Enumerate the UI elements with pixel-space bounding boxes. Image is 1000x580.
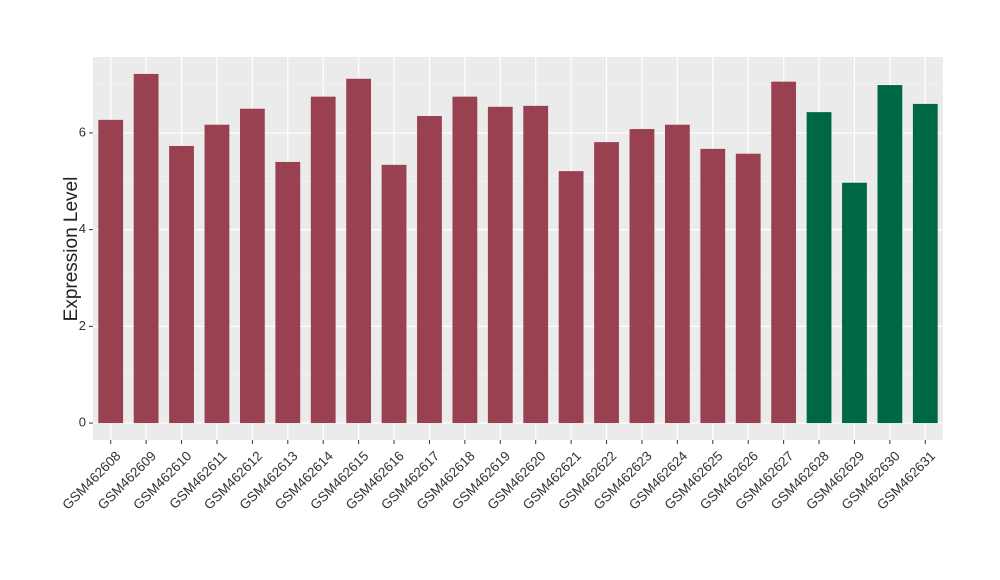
bar [735, 153, 761, 424]
bar [523, 105, 549, 424]
bar [239, 108, 265, 424]
bar [452, 96, 478, 424]
bar [133, 73, 159, 424]
bar [204, 124, 230, 424]
bar [629, 129, 655, 424]
y-tick-label: 4 [79, 221, 86, 236]
bar [487, 106, 513, 424]
bar [310, 96, 336, 424]
bar [594, 142, 619, 424]
bar [275, 161, 301, 424]
plot-panel [93, 57, 943, 440]
bar [381, 164, 407, 424]
y-tick-label: 2 [79, 318, 86, 333]
bar [771, 81, 797, 424]
bar [346, 78, 372, 424]
bar [417, 115, 442, 424]
bar [842, 182, 867, 424]
bar [98, 119, 124, 424]
y-axis-title: Expression Level [61, 177, 82, 322]
y-tick-label: 6 [79, 124, 86, 139]
y-tick-label: 0 [79, 415, 86, 430]
bar [558, 171, 584, 424]
bar [912, 103, 938, 424]
bar [806, 112, 832, 424]
bar [700, 148, 726, 424]
bar [664, 124, 690, 424]
bar [169, 145, 194, 424]
bar [877, 85, 903, 424]
